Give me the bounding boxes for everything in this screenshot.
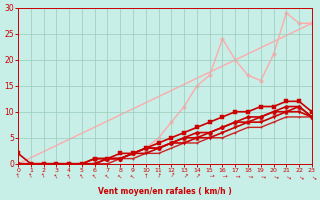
Text: ↑: ↑ xyxy=(53,173,60,180)
Text: ↑: ↑ xyxy=(156,173,162,179)
Text: ↑: ↑ xyxy=(79,173,85,180)
Text: ↑: ↑ xyxy=(168,173,175,180)
Text: ↑: ↑ xyxy=(194,173,200,180)
Text: ↑: ↑ xyxy=(283,173,290,180)
Text: ↑: ↑ xyxy=(296,173,302,180)
X-axis label: Vent moyen/en rafales ( km/h ): Vent moyen/en rafales ( km/h ) xyxy=(98,187,232,196)
Text: ↑: ↑ xyxy=(207,174,212,179)
Text: ↑: ↑ xyxy=(104,173,111,180)
Text: ↑: ↑ xyxy=(66,173,72,180)
Text: ↑: ↑ xyxy=(258,173,264,179)
Text: ↑: ↑ xyxy=(270,173,277,179)
Text: ↑: ↑ xyxy=(233,174,238,179)
Text: ↑: ↑ xyxy=(130,173,136,180)
Text: ↑: ↑ xyxy=(92,173,98,180)
Text: ↑: ↑ xyxy=(220,174,225,179)
Text: ↑: ↑ xyxy=(143,174,148,179)
Text: ↑: ↑ xyxy=(245,174,251,179)
Text: ↑: ↑ xyxy=(308,173,315,180)
Text: ↑: ↑ xyxy=(15,173,21,179)
Text: ↑: ↑ xyxy=(28,173,34,179)
Text: ↑: ↑ xyxy=(181,173,188,180)
Text: ↑: ↑ xyxy=(117,173,124,180)
Text: ↑: ↑ xyxy=(41,173,47,179)
